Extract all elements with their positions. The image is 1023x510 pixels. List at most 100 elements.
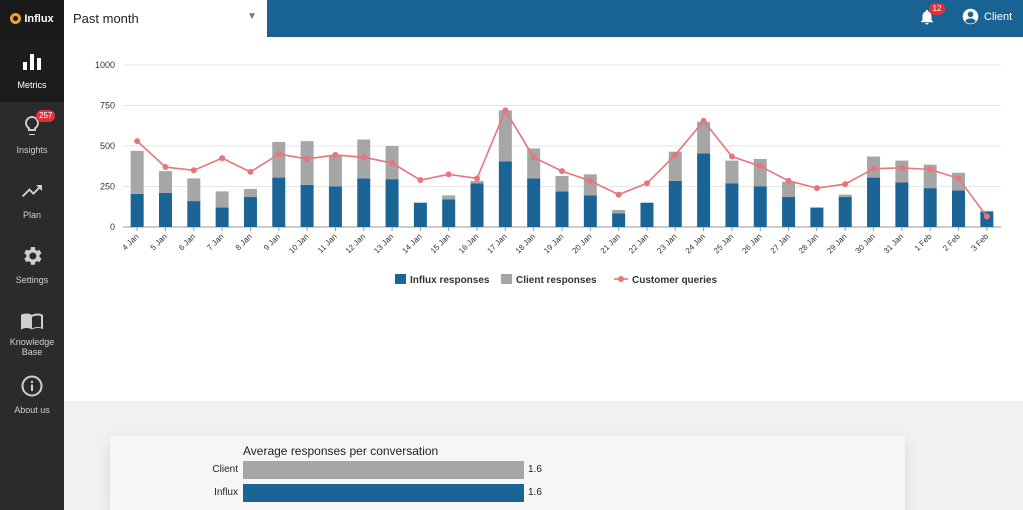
x-tick-label: 28 Jan: [797, 232, 820, 255]
bar-influx: [838, 197, 852, 227]
point-customer-queries: [162, 164, 169, 171]
sidebar-item-label: Plan: [22, 210, 41, 220]
point-customer-queries: [134, 138, 141, 145]
insights-count-badge: 257: [36, 110, 56, 122]
x-tick-label: 5 Jan: [149, 232, 169, 252]
x-tick-label: 13 Jan: [372, 232, 395, 255]
y-tick-label: 0: [110, 222, 115, 232]
bar-influx: [243, 197, 257, 227]
date-range-select[interactable]: Past month ▼: [64, 0, 267, 37]
x-tick-label: 15 Jan: [429, 232, 452, 255]
x-tick-label: 18 Jan: [514, 232, 537, 255]
sidebar-item-label: Metrics: [17, 80, 47, 90]
legend-swatch: [395, 274, 406, 284]
app-logo[interactable]: Influx: [0, 0, 64, 37]
bar-influx: [668, 180, 682, 227]
notification-bell-icon[interactable]: [918, 8, 936, 26]
point-customer-queries: [700, 117, 707, 124]
sidebar-item-plan[interactable]: Plan: [0, 167, 64, 232]
bar-influx: [753, 186, 767, 227]
bar-influx: [895, 182, 909, 227]
legend-label: Influx responses: [410, 275, 490, 286]
bar-influx: [215, 207, 229, 227]
point-customer-queries: [360, 154, 367, 161]
bar-client: [555, 175, 569, 192]
bar-chart-icon: [23, 54, 41, 70]
sidebar-item-label: Settings: [15, 275, 49, 285]
sidebar-item-label: About us: [14, 405, 50, 415]
bar-influx: [158, 192, 172, 227]
bar-influx: [527, 178, 541, 227]
bar-client: [895, 160, 909, 183]
bar-client: [782, 181, 796, 198]
trending-up-icon: [22, 185, 42, 197]
y-tick-label: 500: [100, 141, 115, 151]
bar-client: [130, 150, 144, 194]
bar-influx: [640, 202, 654, 227]
x-tick-label: 24 Jan: [684, 232, 707, 255]
point-customer-queries: [417, 177, 424, 184]
bar-client: [612, 209, 626, 214]
point-customer-queries: [898, 164, 905, 171]
point-customer-queries: [247, 168, 254, 175]
bar-influx: [413, 202, 427, 227]
bar-influx: [952, 190, 966, 227]
sidebar-item-label: Insights: [16, 145, 48, 155]
bar-influx: [923, 188, 937, 227]
x-tick-label: 8 Jan: [234, 232, 254, 252]
sidebar-item-label: Knowledge Base: [9, 337, 55, 357]
bar-client: [838, 194, 852, 198]
point-customer-queries: [474, 175, 481, 182]
bar-influx: [612, 213, 626, 227]
point-customer-queries: [615, 191, 622, 198]
bar-client: [215, 191, 229, 208]
y-tick-label: 750: [100, 101, 115, 111]
caret-down-icon: ▼: [247, 11, 257, 22]
point-customer-queries: [445, 171, 452, 178]
x-tick-label: 9 Jan: [262, 232, 282, 252]
user-menu[interactable]: Client: [962, 8, 1012, 25]
bar-client: [300, 141, 314, 185]
bar-influx: [583, 195, 597, 227]
point-customer-queries: [219, 155, 226, 162]
x-tick-label: 29 Jan: [825, 232, 848, 255]
logo-text: Influx: [24, 12, 54, 25]
sidebar-item-about[interactable]: About us: [0, 362, 64, 427]
summary-chart-title: Average responses per conversation: [243, 444, 439, 458]
user-label: Client: [984, 10, 1013, 23]
summary-bar-influx: [243, 484, 524, 502]
bar-client: [697, 121, 711, 154]
info-icon: [21, 375, 43, 397]
bar-influx: [300, 184, 314, 227]
point-customer-queries: [304, 155, 311, 162]
point-customer-queries: [728, 153, 735, 160]
bar-influx: [782, 197, 796, 227]
summary-bar-client: [243, 461, 524, 479]
point-customer-queries: [813, 185, 820, 192]
point-customer-queries: [502, 107, 509, 114]
sidebar: Metrics 257 Insights Plan Settings Knowl…: [0, 37, 64, 510]
x-tick-label: 27 Jan: [769, 232, 792, 255]
bar-influx: [725, 183, 739, 227]
point-customer-queries: [530, 154, 537, 161]
bar-influx: [470, 183, 484, 227]
point-customer-queries: [275, 151, 282, 158]
sidebar-item-settings[interactable]: Settings: [0, 232, 64, 297]
summary-value-label: 1.6: [528, 487, 542, 498]
bar-client: [498, 110, 512, 162]
sidebar-item-knowledge-base[interactable]: Knowledge Base: [0, 297, 64, 362]
gear-icon: [24, 247, 42, 265]
x-tick-label: 20 Jan: [570, 232, 593, 255]
sidebar-item-insights[interactable]: 257 Insights: [0, 102, 64, 167]
x-tick-label: 30 Jan: [854, 232, 877, 255]
bar-client: [753, 158, 767, 187]
point-customer-queries: [587, 177, 594, 184]
bar-client: [328, 154, 342, 187]
bar-influx: [442, 199, 456, 227]
lightbulb-icon: [25, 116, 39, 135]
bar-client: [442, 195, 456, 200]
sidebar-item-metrics[interactable]: Metrics: [0, 37, 64, 102]
x-tick-label: 25 Jan: [712, 232, 735, 255]
bar-influx: [187, 201, 201, 227]
point-customer-queries: [672, 151, 679, 158]
